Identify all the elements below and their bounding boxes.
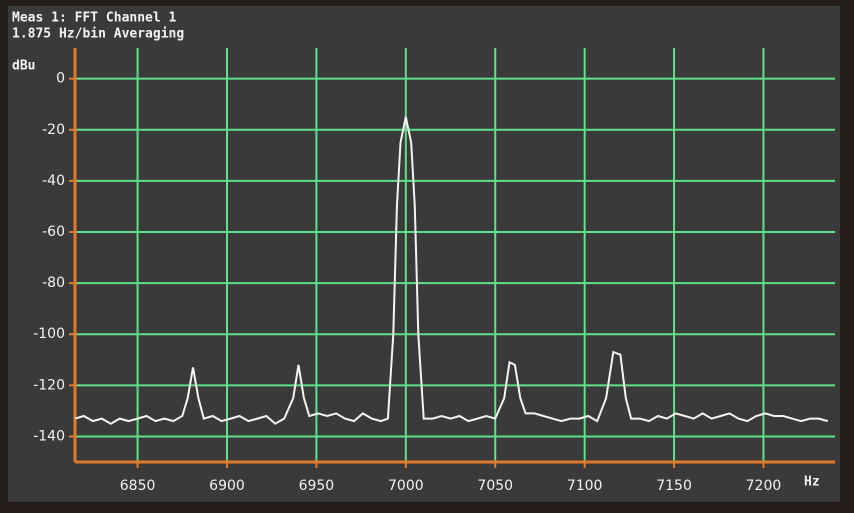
y-tick-label: -40 (42, 173, 65, 189)
x-tick-label: 6900 (209, 478, 245, 494)
y-tick-label: -20 (42, 122, 65, 138)
x-tick-label: 6950 (299, 478, 335, 494)
y-axis-label: dBu (12, 59, 35, 74)
x-tick-label: 7100 (567, 478, 603, 494)
y-tick-label: -140 (33, 428, 65, 444)
x-tick-label: 7050 (477, 478, 513, 494)
x-tick-label: 7000 (388, 478, 424, 494)
y-tick-label: 0 (56, 71, 65, 87)
x-axis-label: Hz (804, 475, 820, 490)
x-tick-label: 6850 (120, 478, 156, 494)
chart-subtitle: 1.875 Hz/bin Averaging (12, 27, 184, 42)
y-tick-label: -60 (42, 224, 65, 240)
x-tick-label: 7200 (746, 478, 782, 494)
y-tick-label: -100 (33, 326, 65, 342)
y-tick-label: -120 (33, 377, 65, 393)
trace (74, 116, 829, 425)
screen (8, 6, 840, 502)
y-tick-label: -80 (42, 275, 65, 291)
x-tick-label: 7150 (656, 478, 692, 494)
chart-title: Meas 1: FFT Channel 1 (12, 11, 177, 26)
